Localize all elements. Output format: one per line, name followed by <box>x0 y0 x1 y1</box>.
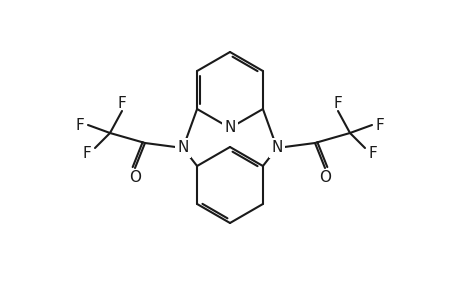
Text: N: N <box>177 140 188 155</box>
Text: N: N <box>224 121 235 136</box>
Text: F: F <box>118 95 126 110</box>
Text: F: F <box>368 146 376 160</box>
Text: F: F <box>333 95 341 110</box>
Text: F: F <box>83 146 91 160</box>
Text: O: O <box>318 170 330 185</box>
Text: N: N <box>271 140 282 155</box>
Text: O: O <box>129 170 141 185</box>
Text: F: F <box>375 118 384 133</box>
Text: F: F <box>75 118 84 133</box>
